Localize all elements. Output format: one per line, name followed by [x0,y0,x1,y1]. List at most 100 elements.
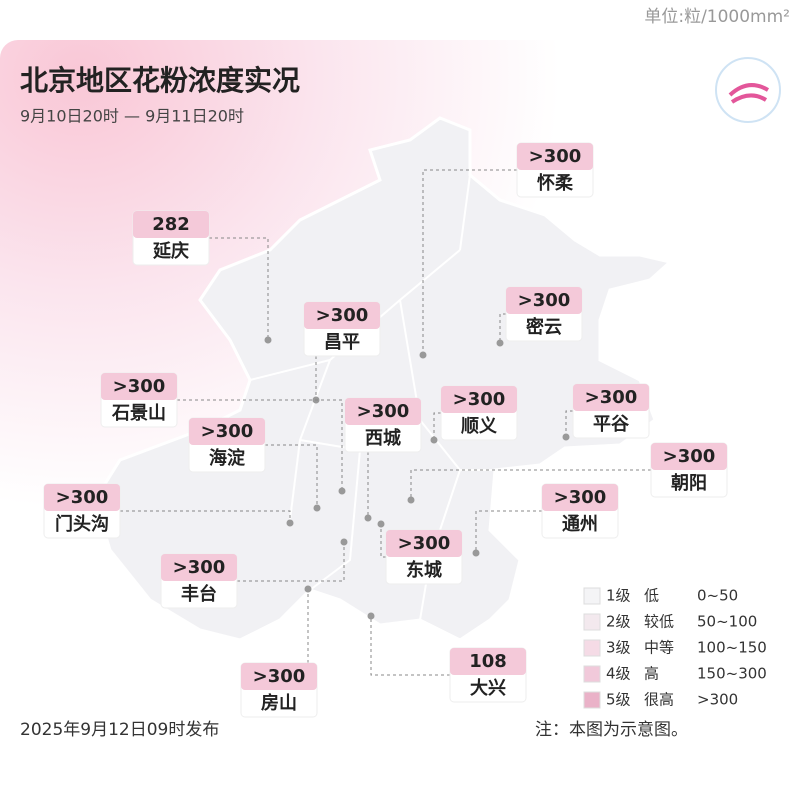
district-value: 108 [469,651,507,672]
district-value: >300 [518,290,571,311]
legend-range: 0~50 [697,587,738,605]
legend-level: 4级 [606,665,631,683]
legend-level: 1级 [606,587,631,605]
value-box [506,287,582,314]
title: 北京地区花粉浓度实况 [20,64,300,97]
district-dot [496,339,504,347]
district-value: >300 [113,376,166,397]
value-box [517,143,593,170]
value-box [450,648,526,675]
value-box [304,302,380,329]
district-value: >300 [453,389,506,410]
district-dot [313,504,321,512]
legend-desc: 很高 [644,691,674,709]
legend-range: 100~150 [697,639,767,657]
legend-swatch [583,587,601,605]
district-dot [472,549,480,557]
district-value: >300 [357,401,410,422]
district-dot [562,433,570,441]
districts: >300 怀柔 282 延庆 >300 昌平 >300 密云 >300 石景山 >300 海淀 >300… [43,142,728,718]
district-name: 大兴 [470,677,506,699]
district-name: 丰台 [181,583,217,605]
leader-line [475,510,542,553]
district-name: 密云 [526,316,562,338]
legend-range: 150~300 [697,665,767,683]
district-name: 顺义 [461,415,497,437]
district-name: 怀柔 [537,173,574,194]
district-dot [264,336,272,344]
district-value: 282 [152,214,190,235]
district-value: >300 [554,487,607,508]
issued: 2025年9月12日09时发布 [20,720,219,740]
beijing-outline [93,116,674,642]
district-dot [407,496,415,504]
district-value: >300 [253,666,306,687]
district-name: 石景山 [111,403,166,424]
district-name: 平谷 [593,414,630,435]
leader-line [209,237,269,340]
legend-desc: 较低 [644,613,674,631]
district-dot [430,436,438,444]
district-dot [338,487,346,495]
district-name: 门头沟 [55,513,109,535]
value-box [441,386,517,413]
value-box [241,663,317,690]
legend: 1级低 0~50 2级 较低 50~100 3级 中等 100~150 4级高 150~300 5级… [583,587,767,709]
district-name: 东城 [406,559,442,581]
district-dot [304,585,312,593]
logo-mark [728,83,770,104]
district-value: >300 [585,387,638,408]
legend-swatch [583,691,601,709]
district-value: >300 [173,557,226,578]
district-name: 海淀 [209,447,246,469]
note: 注：本图为示意图。 [535,720,688,740]
district-value: >300 [663,446,716,467]
district-dot [419,351,427,359]
district-dot [367,612,375,620]
district-value: >300 [398,533,451,554]
value-box [542,484,618,511]
district-name: 房山 [261,692,297,714]
legend-range: >300 [697,691,738,709]
district-value: >300 [316,305,369,326]
leader-line [120,510,291,523]
value-box [101,373,177,400]
value-box [44,484,120,511]
leader-line [433,412,441,440]
legend-level: 3级 [606,639,631,657]
district-name: 昌平 [324,332,360,353]
district-value: >300 [201,421,254,442]
unit: 单位:粒/1000mm² [644,7,790,27]
district-value: >300 [56,487,109,508]
leader-line [410,469,651,500]
value-box [386,530,462,557]
value-box [573,384,649,411]
district-name: 朝阳 [671,472,707,494]
district-name: 延庆 [152,240,189,262]
legend-swatch [583,665,601,683]
leader-line [565,410,573,437]
legend-swatch [583,639,601,657]
leader-line [370,616,450,676]
value-box [189,418,265,445]
leader-line [237,542,345,582]
value-box [651,443,727,470]
legend-level: 2级 [606,613,631,631]
district-name: 通州 [562,514,598,535]
period: 9月10日20时 — 9月11日20时 [20,107,244,126]
district-dot [340,538,348,546]
district-value: >300 [529,146,582,167]
legend-level: 5级 [606,691,631,709]
legend-swatch [583,613,601,631]
legend-desc: 中等 [644,639,674,657]
leader-line [499,313,506,343]
district-dot [377,520,385,528]
district-dot [364,514,372,522]
value-box [161,554,237,581]
leader-line [380,524,386,558]
district-name: 西城 [365,427,401,449]
leader-line [422,169,517,355]
leader-line [177,399,343,491]
